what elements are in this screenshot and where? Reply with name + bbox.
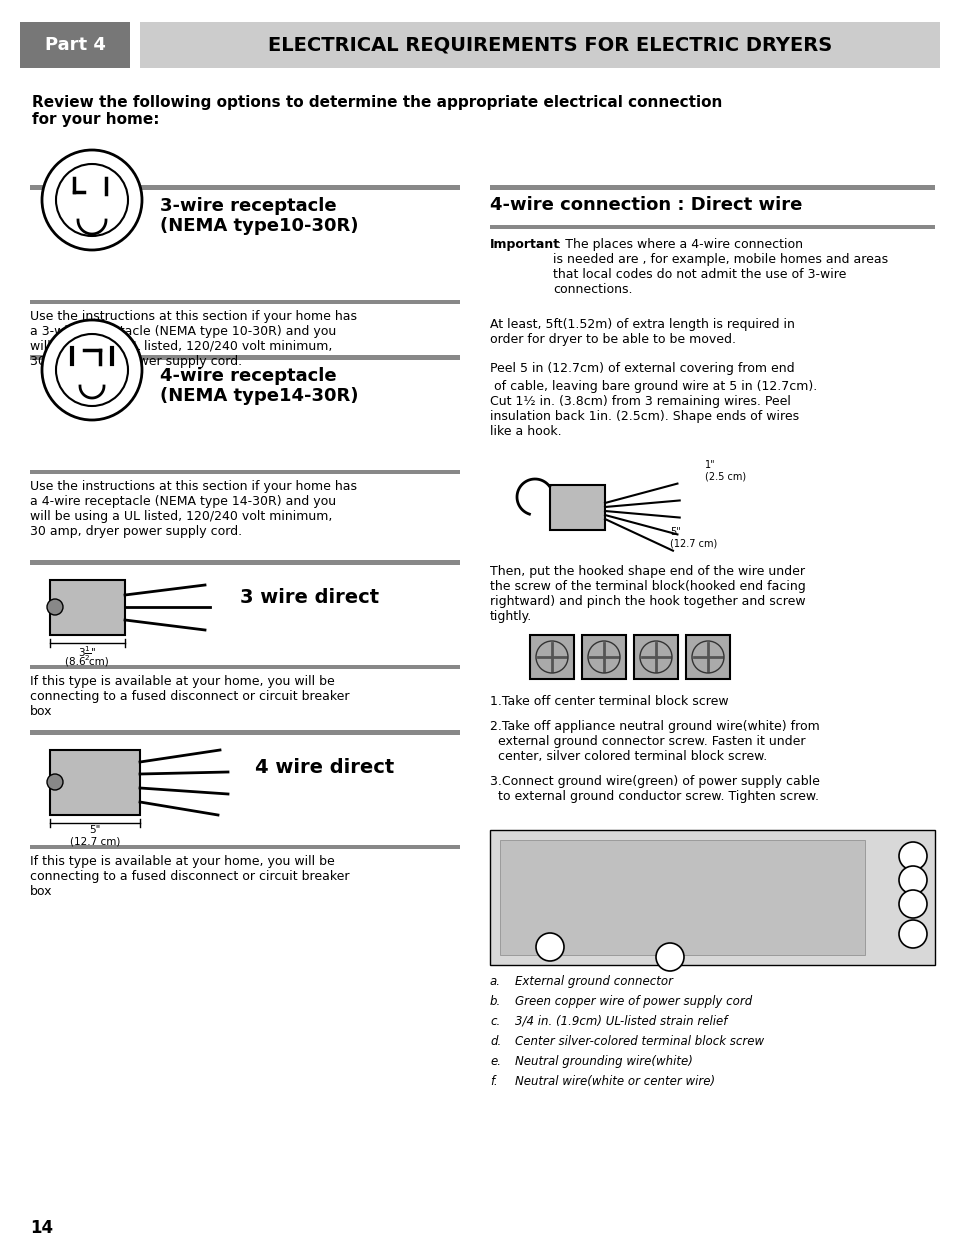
Text: Then, put the hooked shape end of the wire under
the screw of the terminal block: Then, put the hooked shape end of the wi…: [490, 565, 805, 623]
Text: (NEMA type14-30R): (NEMA type14-30R): [160, 387, 358, 405]
Bar: [30, 730, 459, 735]
Text: d: d: [908, 850, 916, 862]
Text: f.: f.: [490, 1075, 497, 1088]
Text: b.: b.: [490, 995, 500, 1008]
Text: e.: e.: [490, 1055, 500, 1069]
Circle shape: [47, 774, 63, 791]
Text: d.: d.: [490, 1035, 500, 1047]
Text: 3.Connect ground wire(green) of power supply cable
  to external ground conducto: 3.Connect ground wire(green) of power su…: [490, 774, 819, 803]
Bar: [490, 185, 934, 190]
Text: (8.6 cm): (8.6 cm): [65, 656, 109, 666]
Text: 3/4 in. (1.9cm) UL-listed strain relief: 3/4 in. (1.9cm) UL-listed strain relief: [515, 1015, 726, 1028]
Bar: [581, 635, 625, 679]
Circle shape: [56, 334, 128, 406]
Bar: [30, 845, 459, 849]
Bar: [685, 635, 729, 679]
Text: 1"
(2.5 cm): 1" (2.5 cm): [704, 460, 745, 482]
Text: 3-wire receptacle: 3-wire receptacle: [160, 197, 336, 215]
Bar: [490, 830, 934, 965]
Text: Part 4: Part 4: [45, 36, 106, 55]
Bar: [30, 355, 459, 360]
Text: 2.Take off appliance neutral ground wire(white) from
  external ground connector: 2.Take off appliance neutral ground wire…: [490, 720, 819, 763]
Bar: [634, 635, 678, 679]
Text: Review the following options to determine the appropriate electrical connection
: Review the following options to determin…: [32, 96, 721, 128]
Bar: [30, 560, 459, 565]
Text: f: f: [910, 897, 914, 911]
Circle shape: [42, 320, 142, 419]
Circle shape: [898, 920, 926, 948]
Text: a: a: [545, 941, 554, 953]
Text: e: e: [908, 874, 916, 886]
Text: : The places where a 4-wire connection
is needed are , for example, mobile homes: : The places where a 4-wire connection i…: [553, 238, 887, 297]
Text: (NEMA type10-30R): (NEMA type10-30R): [160, 217, 358, 235]
Text: 14: 14: [30, 1219, 53, 1237]
Circle shape: [898, 841, 926, 870]
Text: If this type is available at your home, you will be
connecting to a fused discon: If this type is available at your home, …: [30, 855, 349, 898]
Text: c.: c.: [490, 1015, 499, 1028]
Text: Use the instructions at this section if your home has
a 3-wire receptacle (NEMA : Use the instructions at this section if …: [30, 310, 356, 369]
Circle shape: [656, 943, 683, 970]
Text: c: c: [908, 927, 916, 941]
Circle shape: [898, 890, 926, 918]
Text: 5": 5": [90, 825, 101, 835]
Bar: [30, 300, 459, 304]
Text: External ground connector: External ground connector: [515, 975, 672, 988]
Text: of cable, leaving bare ground wire at 5 in (12.7cm).
Cut 1½ in. (3.8cm) from 3 r: of cable, leaving bare ground wire at 5 …: [490, 380, 817, 438]
Text: 4-wire connection : Direct wire: 4-wire connection : Direct wire: [490, 196, 801, 213]
Text: a.: a.: [490, 975, 500, 988]
Circle shape: [56, 164, 128, 236]
Bar: [530, 635, 574, 679]
Text: Center silver-colored terminal block screw: Center silver-colored terminal block scr…: [515, 1035, 763, 1047]
Text: If this type is available at your home, you will be
connecting to a fused discon: If this type is available at your home, …: [30, 675, 349, 719]
Text: At least, 5ft(1.52m) of extra length is required in
order for dryer to be able t: At least, 5ft(1.52m) of extra length is …: [490, 318, 794, 346]
Circle shape: [898, 866, 926, 894]
Text: Peel 5 in (12.7cm) of external covering from end: Peel 5 in (12.7cm) of external covering …: [490, 362, 794, 375]
Text: Neutral wire(white or center wire): Neutral wire(white or center wire): [515, 1075, 715, 1088]
Bar: [30, 185, 459, 190]
Circle shape: [536, 933, 563, 961]
Text: 1.Take off center terminal block screw: 1.Take off center terminal block screw: [490, 695, 728, 709]
Text: 4-wire receptacle: 4-wire receptacle: [160, 367, 336, 385]
Text: Green copper wire of power supply cord: Green copper wire of power supply cord: [515, 995, 752, 1008]
Bar: [30, 665, 459, 669]
Text: ELECTRICAL REQUIREMENTS FOR ELECTRIC DRYERS: ELECTRICAL REQUIREMENTS FOR ELECTRIC DRY…: [268, 36, 831, 55]
Text: Important: Important: [490, 238, 559, 251]
Bar: [50, 750, 140, 815]
Bar: [499, 840, 864, 956]
Text: Neutral grounding wire(white): Neutral grounding wire(white): [515, 1055, 692, 1069]
Circle shape: [47, 599, 63, 616]
Text: $3\frac{1}{2}$": $3\frac{1}{2}$": [78, 645, 96, 664]
Bar: [140, 22, 939, 68]
Text: 5"
(12.7 cm): 5" (12.7 cm): [669, 527, 717, 549]
Bar: [490, 225, 934, 230]
Bar: [30, 470, 459, 474]
Bar: [20, 22, 130, 68]
Text: Use the instructions at this section if your home has
a 4-wire receptacle (NEMA : Use the instructions at this section if …: [30, 480, 356, 539]
Circle shape: [42, 150, 142, 249]
Bar: [550, 485, 604, 530]
Text: b: b: [665, 951, 673, 963]
Text: 3 wire direct: 3 wire direct: [240, 588, 378, 607]
Bar: [50, 580, 125, 635]
Text: 4 wire direct: 4 wire direct: [254, 758, 394, 777]
Text: (12.7 cm): (12.7 cm): [70, 836, 120, 848]
